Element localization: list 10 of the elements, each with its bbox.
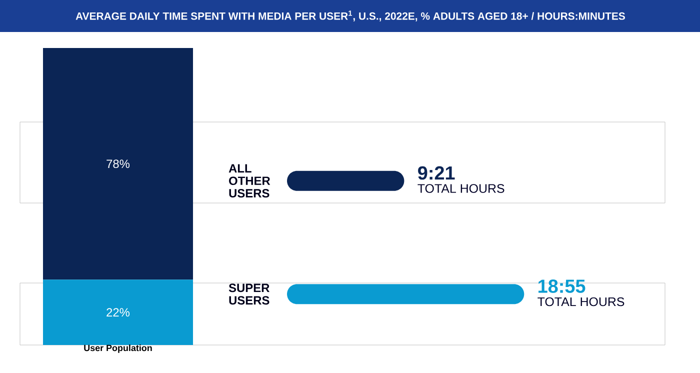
x-axis-title: User Population bbox=[84, 344, 152, 353]
y-tick-label: ALL OTHER USERS bbox=[228, 164, 270, 198]
text: TOTAL HOURS bbox=[538, 297, 624, 306]
data-label: 22% bbox=[106, 308, 130, 317]
data-label: 18:55 bbox=[538, 280, 586, 293]
annotation: TOTAL HOURS bbox=[418, 184, 504, 193]
y-tick-label: SUPER USERS bbox=[228, 284, 270, 305]
data-label: 9:21 bbox=[418, 166, 455, 180]
data-label: 78% bbox=[106, 160, 130, 168]
text: AVERAGE DAILY TIME SPENT WITH MEDIA PER USER$^{1}$, U.S., 2022E, % ADULTS AGED 18+ / HOURS:MINUTES bbox=[76, 10, 625, 22]
